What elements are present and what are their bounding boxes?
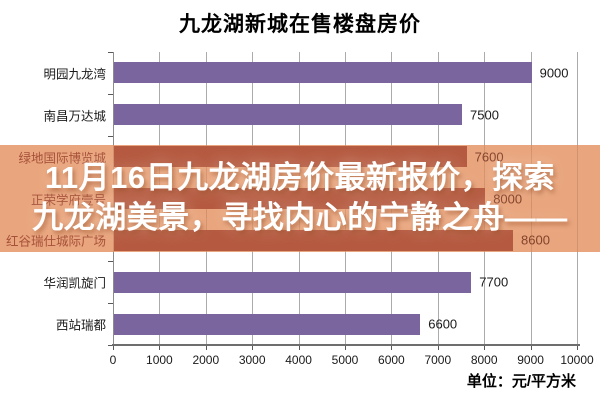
x-tick-mark <box>298 345 300 350</box>
price-bar <box>114 188 486 209</box>
x-tick-mark <box>205 345 207 350</box>
x-tick-label: 1000 <box>146 353 173 367</box>
x-tick-label: 2000 <box>192 353 220 367</box>
x-tick-mark <box>484 345 486 350</box>
x-axis-line <box>112 344 580 346</box>
value-label: 7700 <box>479 274 509 290</box>
price-bar <box>114 229 514 251</box>
x-tick-label: 7000 <box>424 353 452 367</box>
x-tick-mark <box>437 345 439 350</box>
x-tick-mark <box>345 345 346 350</box>
price-bar <box>114 146 467 168</box>
overlay-gridline <box>113 145 114 252</box>
x-tick-label: 8000 <box>470 353 498 367</box>
category-label: 华润凯旋门 <box>43 276 106 291</box>
overlay-gridline <box>530 145 532 252</box>
category-label: 西站瑞都 <box>55 318 106 333</box>
category-label: 南昌万达城 <box>43 109 106 124</box>
x-tick-label: 0 <box>109 353 117 367</box>
y-tick-mark <box>108 303 113 305</box>
x-tick-label: 9000 <box>517 353 544 367</box>
x-tick-mark <box>577 345 578 350</box>
value-label: 9000 <box>539 65 569 81</box>
price-bar <box>114 104 462 126</box>
x-tick-mark <box>159 345 161 350</box>
x-tick-label: 6000 <box>378 353 405 367</box>
overlay-headline-line2: 九龙湖美景，寻找内心的宁静之舟—— <box>32 200 568 235</box>
category-label: 红谷瑞仕城际广场 <box>5 234 106 249</box>
x-tick-mark <box>252 345 254 350</box>
category-label: 绿地国际博览城 <box>18 151 106 166</box>
y-tick-mark <box>108 345 113 346</box>
x-tick-label: 5000 <box>331 353 359 367</box>
chart-title: 九龙湖新城在售楼盘房价 <box>179 13 421 36</box>
value-label: 7600 <box>474 149 504 165</box>
value-label: 8000 <box>493 191 523 206</box>
x-tick-label: 4000 <box>285 353 312 367</box>
y-tick-mark <box>108 93 113 95</box>
price-bar <box>114 313 421 335</box>
category-label: 正荣学府壹号 <box>30 193 106 207</box>
y-tick-mark <box>108 52 113 53</box>
x-tick-mark <box>113 345 114 350</box>
value-label: 6600 <box>428 316 458 332</box>
overlay-headline-line1: 11月16日九龙湖房价最新报价，探索 <box>44 160 556 195</box>
y-tick-mark <box>108 261 113 263</box>
overlay-headline: 11月16日九龙湖房价最新报价，探索 九龙湖美景，寻找内心的宁静之舟—— <box>0 158 600 238</box>
overlay-gridline <box>577 145 578 252</box>
unit-note: 单位：元/平方米 <box>466 373 576 390</box>
price-bar <box>114 62 532 84</box>
price-bar <box>114 271 472 293</box>
x-tick-label: 3000 <box>238 353 266 367</box>
x-tick-label: 10000 <box>560 353 594 367</box>
x-tick-mark <box>391 345 393 350</box>
x-tick-mark <box>530 345 532 350</box>
value-label: 7500 <box>470 107 499 123</box>
y-tick-mark <box>108 135 113 137</box>
category-label: 明园九龙湾 <box>43 67 106 82</box>
value-label: 8600 <box>521 232 550 248</box>
